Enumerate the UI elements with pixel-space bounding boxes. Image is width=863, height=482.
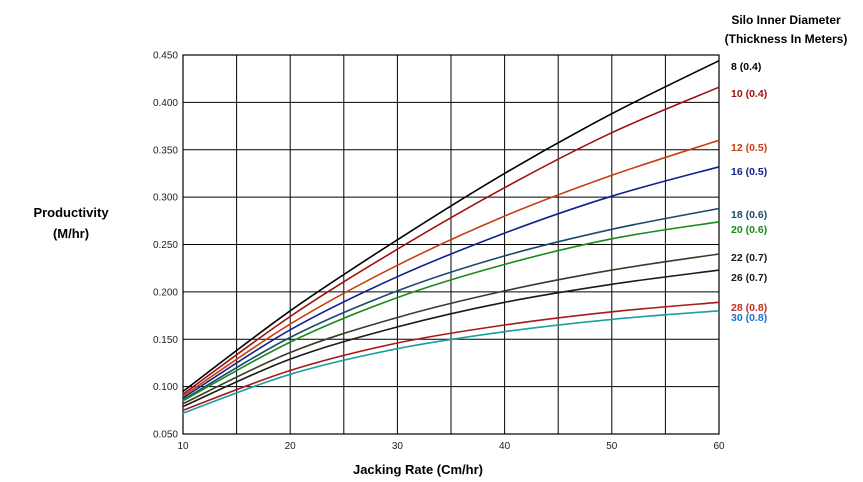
x-axis-title: Jacking Rate (Cm/hr) [353, 462, 483, 477]
y-tick-label: 0.200 [153, 287, 178, 298]
series-label: 16 (0.5) [731, 166, 767, 178]
series-label: 10 (0.4) [731, 88, 767, 100]
series-label: 22 (0.7) [731, 252, 767, 264]
series-label: 18 (0.6) [731, 209, 767, 221]
series-line [182, 207, 720, 401]
series-line [182, 59, 720, 393]
series-lines [182, 59, 720, 414]
legend-title-line2: (Thickness In Meters) [725, 32, 848, 46]
series-labels: 8 (0.4) 10 (0.4) 12 (0.5) 16 (0.5) 18 (0.6) 2… [731, 61, 767, 324]
y-tick-label: 0.150 [153, 335, 178, 346]
x-tick-label: 20 [285, 441, 297, 452]
series-label: 8 (0.4) [731, 61, 761, 73]
series-line [182, 221, 720, 402]
plot-frame [182, 54, 720, 435]
tick-labels: 10 20 30 40 50 60 0.050 0.100 0.150 0.200 0.250 0.3… [153, 51, 725, 453]
legend-title-line1: Silo Inner Diameter [731, 13, 841, 27]
y-tick-label: 0.300 [153, 193, 178, 204]
series-line [182, 310, 720, 414]
series-line [182, 253, 720, 405]
series-label: 30 (0.8) [731, 312, 767, 324]
y-tick-label: 0.450 [153, 51, 178, 62]
series-label: 20 (0.6) [731, 224, 767, 236]
grid [182, 54, 720, 435]
series-label: 26 (0.7) [731, 272, 767, 284]
x-tick-label: 10 [177, 441, 189, 452]
series-label: 28 (0.8) [731, 302, 767, 314]
y-tick-label: 0.050 [153, 430, 178, 441]
y-tick-label: 0.400 [153, 98, 178, 109]
series-label: 12 (0.5) [731, 142, 767, 154]
x-tick-label: 40 [499, 441, 511, 452]
series-line [182, 139, 720, 397]
series-line [182, 86, 720, 395]
series-line [182, 269, 720, 408]
y-tick-label: 0.350 [153, 145, 178, 156]
x-tick-label: 60 [713, 441, 725, 452]
series-line [182, 301, 720, 412]
y-axis-title-line1: Productivity [33, 205, 109, 220]
y-tick-label: 0.100 [153, 382, 178, 393]
y-axis-title-line2: (M/hr) [53, 226, 89, 241]
y-tick-label: 0.250 [153, 240, 178, 251]
x-tick-label: 50 [606, 441, 618, 452]
series-line [182, 166, 720, 399]
x-tick-label: 30 [392, 441, 404, 452]
